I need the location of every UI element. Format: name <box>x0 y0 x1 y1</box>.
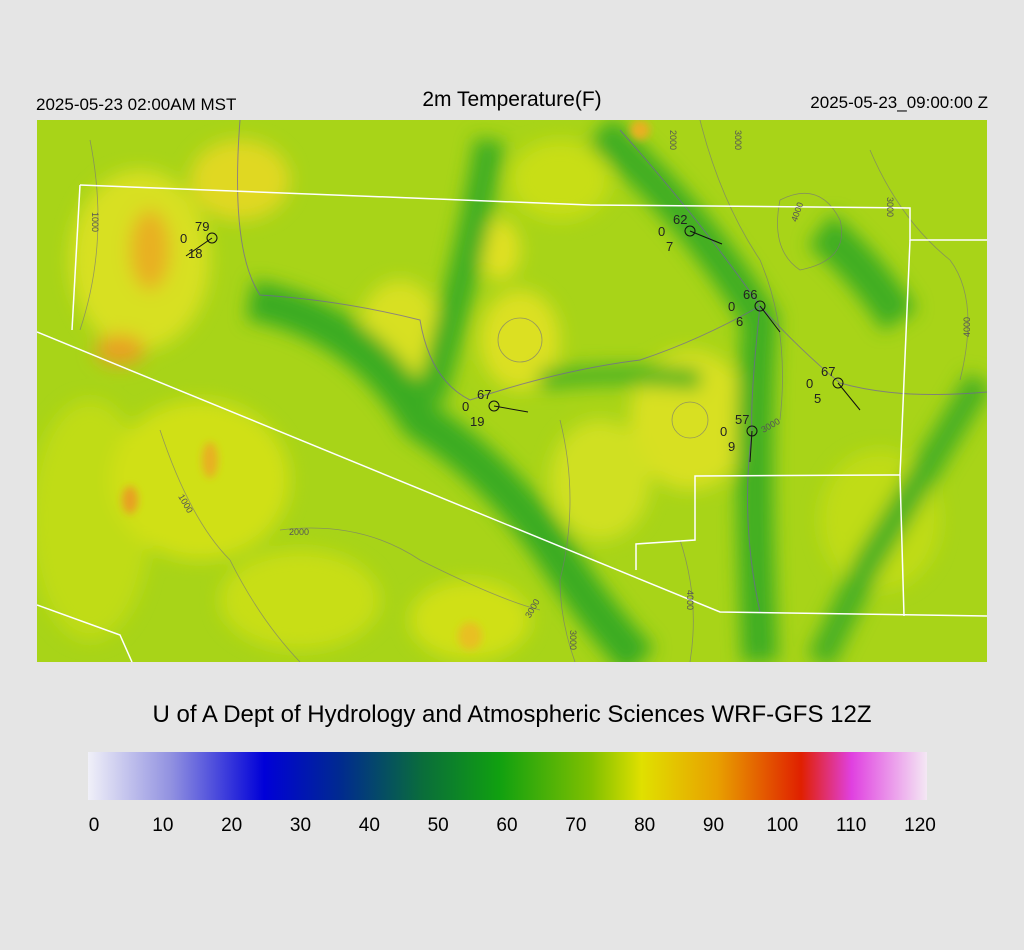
wind-barb <box>837 382 861 411</box>
colorbar-tick-label: 60 <box>496 815 517 836</box>
station-temperature: 67 <box>821 364 835 379</box>
contour-label: 3000 <box>885 197 895 217</box>
colorbar-tick-label: 70 <box>565 815 586 836</box>
station-marker <box>832 377 844 389</box>
station-wind: 0 <box>462 399 469 414</box>
station-wind: 0 <box>728 299 735 314</box>
valid-time-local: 2025-05-23 02:00AM MST <box>36 95 236 114</box>
contours <box>79 120 969 662</box>
station-temperature: 66 <box>743 287 757 302</box>
colorbar-tick-label: 90 <box>703 815 724 836</box>
contour-label: 1000 <box>90 212 100 232</box>
borders <box>37 184 987 662</box>
station-temperature: 67 <box>477 387 491 402</box>
station-wind: 0 <box>658 224 665 239</box>
temperature-field <box>37 120 987 662</box>
colorbar-tick-label: 50 <box>428 815 449 836</box>
wind-barb <box>493 405 529 413</box>
colorbar-tick-label: 80 <box>634 815 655 836</box>
station-dewpoint: 6 <box>736 314 743 329</box>
colorbar-tick-label: 20 <box>221 815 242 836</box>
colorbar-tick-label: 110 <box>836 815 866 836</box>
colorbar-tick-label: 30 <box>290 815 311 836</box>
colorbar-tick-label: 100 <box>766 815 798 836</box>
colorbar-tick-label: 0 <box>89 815 100 836</box>
contour-label: 4000 <box>685 590 695 610</box>
station-wind: 0 <box>806 376 813 391</box>
rivers <box>237 120 987 613</box>
station-temperature: 62 <box>673 212 687 227</box>
wind-barb <box>689 230 723 245</box>
station-wind: 0 <box>180 231 187 246</box>
contour-label: 2000 <box>668 130 678 150</box>
station-dewpoint: 9 <box>728 439 735 454</box>
colorbar-tick-label: 120 <box>904 815 936 836</box>
station-marker <box>684 225 696 237</box>
contour-label: 4000 <box>962 317 972 337</box>
station-marker <box>746 425 758 437</box>
contour-label: 3000 <box>568 630 578 650</box>
contour-label: 2000 <box>289 527 309 537</box>
station-marker <box>206 232 218 244</box>
station-dewpoint: 7 <box>666 239 673 254</box>
colorbar <box>88 752 927 800</box>
colorbar-tick-label: 40 <box>359 815 380 836</box>
station-dewpoint: 18 <box>188 246 202 261</box>
station-dewpoint: 5 <box>814 391 821 406</box>
station-marker <box>488 400 500 412</box>
station-dewpoint: 19 <box>470 414 484 429</box>
contour-label: 3000 <box>733 130 743 150</box>
valid-time-utc: 2025-05-23_09:00:00 Z <box>810 93 988 112</box>
station-temperature: 79 <box>195 219 209 234</box>
colorbar-tick-label: 10 <box>152 815 173 836</box>
station-marker <box>754 300 766 312</box>
map-title: 2m Temperature(F) <box>422 88 601 111</box>
model-credit: U of A Dept of Hydrology and Atmospheric… <box>153 701 872 728</box>
station-wind: 0 <box>720 424 727 439</box>
station-temperature: 57 <box>735 412 749 427</box>
